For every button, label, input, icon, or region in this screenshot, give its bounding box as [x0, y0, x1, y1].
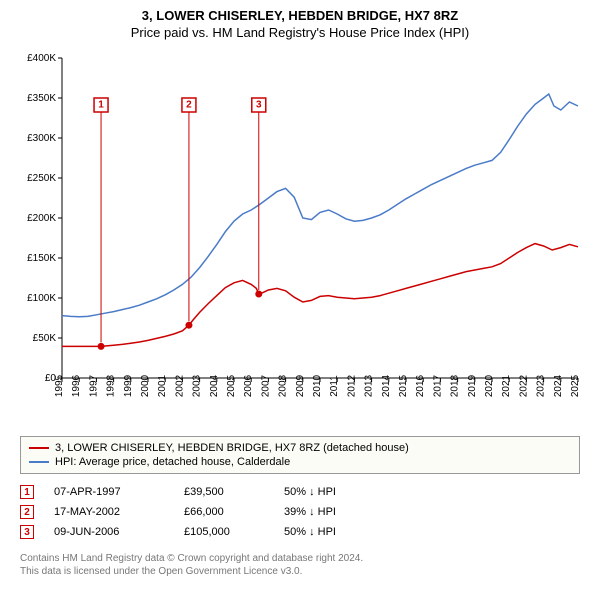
y-tick-label: £250K — [27, 173, 56, 184]
sale-delta: 50% ↓ HPI — [284, 486, 384, 498]
y-tick-label: £350K — [27, 93, 56, 104]
sales-table: 1 07-APR-1997 £39,500 50% ↓ HPI 2 17-MAY-2002… — [20, 482, 580, 542]
sale-delta: 50% ↓ HPI — [284, 526, 384, 538]
series-hpi — [62, 94, 578, 317]
legend-swatch — [29, 461, 49, 463]
sale-row: 1 07-APR-1997 £39,500 50% ↓ HPI — [20, 482, 580, 502]
chart-area: £0£50K£100K£150K£200K£250K£300K£350K£400… — [12, 48, 588, 428]
y-tick-label: £50K — [33, 333, 57, 344]
title-address: 3, LOWER CHISERLEY, HEBDEN BRIDGE, HX7 8… — [12, 8, 588, 23]
footer-note: Contains HM Land Registry data © Crown c… — [20, 552, 580, 578]
sale-dot — [185, 322, 192, 329]
sale-marker: 2 — [20, 505, 34, 519]
title-subtitle: Price paid vs. HM Land Registry's House … — [12, 25, 588, 40]
sale-price: £66,000 — [184, 506, 264, 518]
sale-price: £105,000 — [184, 526, 264, 538]
y-tick-label: £200K — [27, 213, 56, 224]
line-chart: £0£50K£100K£150K£200K£250K£300K£350K£400… — [12, 48, 588, 428]
legend-box: 3, LOWER CHISERLEY, HEBDEN BRIDGE, HX7 8… — [20, 436, 580, 474]
title-block: 3, LOWER CHISERLEY, HEBDEN BRIDGE, HX7 8… — [12, 8, 588, 40]
sale-row: 3 09-JUN-2006 £105,000 50% ↓ HPI — [20, 522, 580, 542]
sale-marker: 1 — [20, 485, 34, 499]
callout-number: 2 — [186, 100, 192, 111]
sale-dot — [255, 291, 262, 298]
legend-row: HPI: Average price, detached house, Cald… — [29, 455, 571, 469]
sale-date: 07-APR-1997 — [54, 486, 164, 498]
legend-swatch — [29, 447, 49, 449]
legend-label: HPI: Average price, detached house, Cald… — [55, 456, 290, 468]
y-tick-label: £150K — [27, 253, 56, 264]
series-price_paid — [62, 244, 578, 347]
sale-marker: 3 — [20, 525, 34, 539]
y-tick-label: £400K — [27, 53, 56, 64]
callout-number: 1 — [98, 100, 104, 111]
sale-row: 2 17-MAY-2002 £66,000 39% ↓ HPI — [20, 502, 580, 522]
sale-date: 09-JUN-2006 — [54, 526, 164, 538]
sale-delta: 39% ↓ HPI — [284, 506, 384, 518]
legend-row: 3, LOWER CHISERLEY, HEBDEN BRIDGE, HX7 8… — [29, 441, 571, 455]
sale-price: £39,500 — [184, 486, 264, 498]
y-tick-label: £100K — [27, 293, 56, 304]
legend-label: 3, LOWER CHISERLEY, HEBDEN BRIDGE, HX7 8… — [55, 442, 409, 454]
footer-line2: This data is licensed under the Open Gov… — [20, 565, 580, 578]
footer-line1: Contains HM Land Registry data © Crown c… — [20, 552, 580, 565]
sale-dot — [98, 343, 105, 350]
callout-number: 3 — [256, 100, 262, 111]
sale-date: 17-MAY-2002 — [54, 506, 164, 518]
chart-container: 3, LOWER CHISERLEY, HEBDEN BRIDGE, HX7 8… — [0, 0, 600, 590]
y-tick-label: £300K — [27, 133, 56, 144]
